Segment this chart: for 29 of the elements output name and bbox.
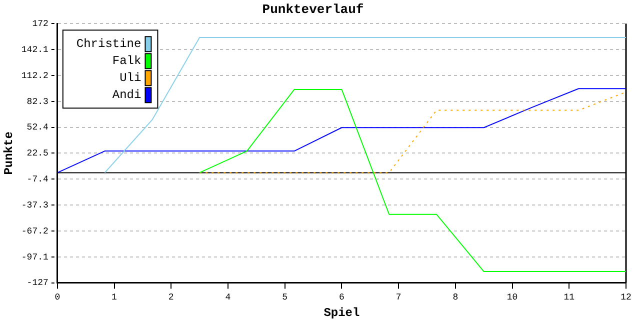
y-tick-label: 52.4	[26, 122, 48, 133]
y-tick-label: 82.3	[26, 96, 48, 107]
y-tick-label: 172	[32, 18, 48, 29]
legend-label: Uli	[120, 70, 142, 85]
x-tick-label: 7	[396, 292, 402, 303]
y-tick-label: 22.5	[26, 148, 48, 159]
x-tick-label: 12	[620, 292, 632, 303]
x-tick-label: 2	[168, 292, 174, 303]
x-tick-label: 8	[452, 292, 458, 303]
x-tick-label: 0	[54, 292, 60, 303]
y-tick-label: -97.1	[21, 252, 48, 262]
legend-label: Falk	[112, 54, 142, 68]
legend-label: Andi	[112, 88, 142, 102]
x-tick-label: 10	[506, 292, 518, 303]
legend-label: Christine	[76, 36, 142, 51]
y-axis-title: Punkte	[2, 132, 16, 175]
x-tick-label: 5	[282, 292, 288, 303]
chart-title: Punkteverlauf	[262, 2, 364, 18]
y-tick-label: -67.2	[21, 226, 48, 236]
y-tick-label: -127	[26, 278, 48, 288]
x-tick-label: 1	[112, 292, 117, 303]
x-tick-label: 6	[339, 292, 344, 303]
x-tick-label: 4	[225, 292, 231, 303]
x-axis-title: Spiel	[324, 306, 360, 320]
y-tick-label: -7.4	[26, 174, 48, 185]
y-tick-label: 112.2	[21, 70, 48, 81]
x-tick-label: 11	[564, 292, 575, 303]
y-tick-label: -37.3	[21, 200, 48, 210]
y-tick-label: 142.1	[21, 44, 48, 55]
